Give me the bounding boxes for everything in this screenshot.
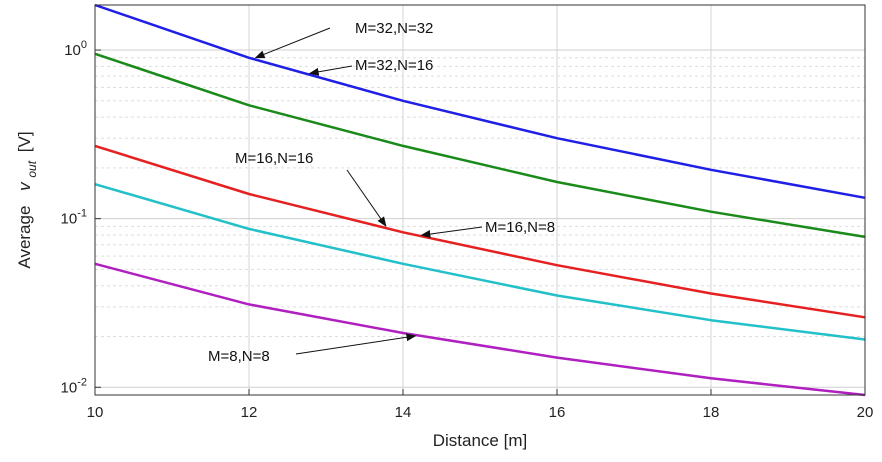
series-line — [94, 262, 866, 397]
annotation-label: M=32,N=32 — [355, 20, 433, 37]
annotation-arrow — [254, 27, 331, 59]
plot-frame — [94, 4, 866, 396]
annotation-arrow — [295, 333, 417, 355]
x-tick-label: 10 — [87, 404, 104, 421]
x-tick-label: 16 — [549, 404, 566, 421]
y-axis-label-sub: out — [25, 160, 39, 177]
annotation-label: M=32,N=16 — [355, 57, 433, 74]
x-tick-label: 18 — [703, 404, 720, 421]
grid — [94, 5, 866, 396]
series-line — [94, 52, 866, 239]
x-axis-label: Distance [m] — [433, 431, 527, 450]
series-line — [94, 144, 866, 319]
series-line — [94, 3, 866, 200]
annotation-arrow — [308, 65, 353, 76]
x-tick-label: 20 — [857, 404, 874, 421]
annotation-arrow — [346, 169, 387, 227]
annotations: M=32,N=32 M=32,N=16 M=16,N=16 M=16,N=8 M=8,N… — [208, 20, 555, 365]
y-tick-label: 10-2 — [61, 376, 87, 396]
x-tick-label: 14 — [395, 404, 412, 421]
series-lines — [94, 3, 866, 397]
y-axis-label-prefix: Average — [15, 206, 34, 269]
axis-ticks: 10 12 14 16 18 20 10-2 10-1 100 — [61, 39, 874, 421]
x-tick-label: 12 — [241, 404, 258, 421]
annotation-label: M=16,N=8 — [485, 219, 555, 236]
annotation-label: M=16,N=16 — [235, 150, 313, 167]
y-tick-label: 100 — [64, 39, 87, 59]
annotation-label: M=8,N=8 — [208, 348, 270, 365]
y-axis-label-unit: [V] — [15, 131, 34, 152]
y-axis-label-var: v — [15, 181, 34, 191]
annotation-arrow — [420, 226, 483, 238]
series-line — [94, 182, 866, 341]
y-axis-label: Average v out [V] — [15, 131, 40, 268]
y-tick-label: 10-1 — [61, 208, 87, 228]
plot-area — [95, 5, 865, 395]
